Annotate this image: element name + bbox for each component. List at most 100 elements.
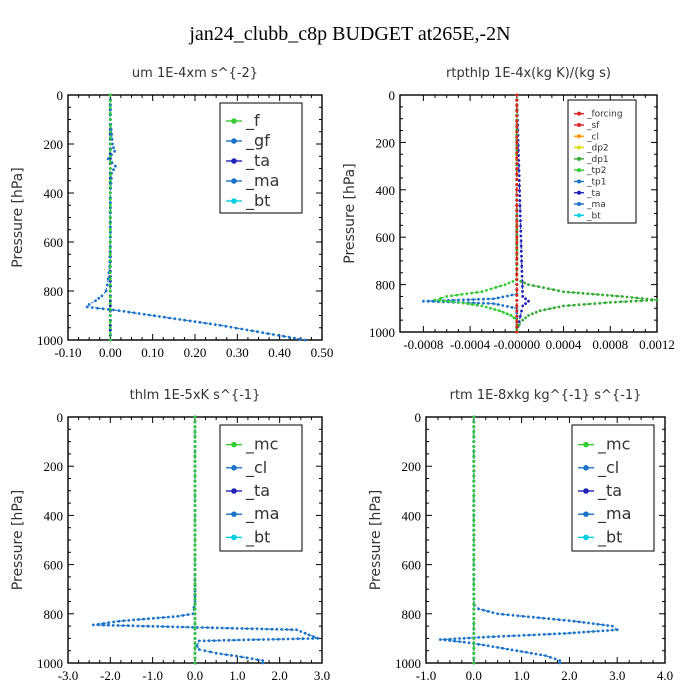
series-point [460,293,464,296]
series-point [265,627,269,631]
legend-label: _sf [586,121,600,131]
series-point [293,336,296,340]
series-point [105,283,109,287]
series-point [215,626,219,630]
series-point [537,285,540,288]
series-point [496,612,500,616]
series-point [267,638,270,641]
legend-swatch-marker [583,511,589,517]
series-point [515,225,519,229]
series-point [112,308,115,312]
series-point [193,484,197,488]
series-point [515,267,519,271]
series-point [552,306,556,310]
series-point [132,311,136,315]
y-axis-label: Pressure [hPa] [10,167,26,267]
series-point [515,148,519,152]
series-point [515,328,519,331]
series-point [108,240,112,244]
series-point [515,248,519,252]
x-tick-label: 3.0 [609,668,625,683]
series-point [472,558,476,562]
y-tick-label: 600 [402,558,422,573]
series-point [203,649,207,653]
series-point [521,285,524,288]
legend-label: _ta [586,189,601,199]
series-point [193,622,197,625]
series-point [593,302,597,305]
series-point [193,415,197,419]
legend-label: _bt [586,211,601,221]
series-point [537,616,540,620]
series-point [562,304,565,308]
series-point [193,435,197,439]
series-point [112,146,115,150]
y-tick-label: 400 [44,186,64,201]
series-point [108,222,112,226]
series-point [486,644,490,648]
series-point [482,297,485,301]
series-point [257,638,260,641]
x-tick-label: 0.50 [311,345,334,360]
x-tick-label: -1.0 [416,668,437,683]
series-point [108,124,112,127]
series-point [515,214,519,218]
series-point [193,597,197,601]
series-point [447,300,451,303]
legend-swatch-marker [577,145,581,150]
series-point [472,499,476,502]
series-point [515,288,519,292]
series-point [90,306,94,309]
series-point [193,528,197,532]
series-point [445,295,449,298]
series-point [515,283,519,286]
series-point [291,637,295,641]
legend-swatch-marker [231,511,237,517]
series-point [240,627,244,630]
series-point [290,628,293,632]
series-point [477,301,480,305]
series-point [475,303,479,307]
series-point [235,627,239,630]
series-point [518,199,522,203]
series-point [527,633,531,637]
series-point [510,293,514,297]
series-point [519,239,523,243]
series-point [482,635,485,639]
series-point [466,302,470,306]
x-tick-label: -2.0 [100,668,121,683]
series-point [497,635,500,638]
legend-label: _cl [245,458,267,478]
series-point [524,302,527,305]
series-point [137,312,141,315]
series-point [581,291,585,295]
series-point [515,235,519,239]
x-tick-label: 2.0 [272,668,288,683]
series-point [472,543,476,547]
series-point [256,330,259,334]
series-point [515,156,519,160]
series-point [299,630,303,633]
series-point [250,627,254,631]
series-point [193,627,197,630]
series-point [521,290,524,293]
series-point [193,543,197,547]
series-point [521,304,525,308]
series-point [487,297,490,301]
series-point [650,298,654,302]
series-point [531,312,534,316]
series-point [624,300,628,303]
series-point [183,318,187,322]
series-point [472,464,476,468]
series-point [515,162,519,165]
series-point [515,114,519,118]
series-point [472,469,476,473]
series-point [492,302,495,305]
series-point [557,305,561,309]
series-point [108,130,112,134]
series-point [517,634,521,637]
series-point [515,246,519,250]
series-point [472,440,476,443]
series-point [496,296,500,300]
series-point [108,252,112,256]
